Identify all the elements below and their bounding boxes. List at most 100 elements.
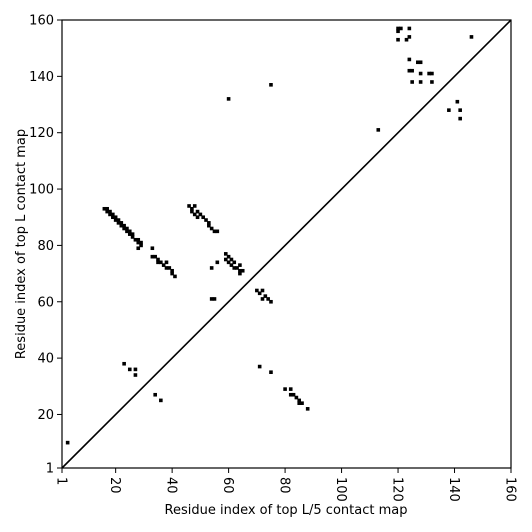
- contact-point: [430, 80, 434, 84]
- contact-point: [226, 260, 231, 265]
- contact-point: [238, 263, 242, 267]
- contact-point: [209, 226, 214, 231]
- contact-point: [229, 257, 234, 262]
- contact-point: [416, 60, 420, 65]
- x-axis-label: Residue index of top L/5 contact map: [165, 503, 408, 518]
- contact-point: [238, 268, 242, 273]
- y-tick-label: 140: [29, 70, 54, 85]
- contact-point: [288, 387, 293, 391]
- contact-point: [418, 80, 423, 84]
- contact-point: [209, 297, 214, 301]
- contact-point: [125, 226, 129, 231]
- contact-point: [116, 218, 121, 222]
- contact-point: [190, 206, 194, 211]
- contact-point: [212, 297, 217, 301]
- contact-point: [215, 260, 220, 265]
- contact-point: [192, 212, 197, 217]
- contact-point: [260, 288, 265, 293]
- contact-point: [127, 232, 132, 236]
- x-tick-label: 100: [333, 477, 348, 502]
- contact-point: [212, 229, 217, 234]
- contact-point: [226, 97, 231, 101]
- x-tick-label: 140: [446, 477, 461, 502]
- contact-point: [201, 215, 205, 220]
- contact-point: [207, 221, 211, 225]
- contact-point: [396, 26, 400, 31]
- plot-frame: [61, 19, 512, 469]
- x-tick-label: 120: [390, 477, 405, 502]
- contact-point: [167, 266, 172, 270]
- contact-point: [130, 232, 135, 236]
- contact-point: [232, 260, 237, 265]
- contact-point: [229, 263, 234, 267]
- contact-point: [469, 35, 474, 39]
- y-tick-label: 100: [29, 183, 54, 198]
- contact-point: [133, 367, 138, 372]
- contact-point: [447, 108, 451, 112]
- contact-point: [195, 209, 200, 214]
- x-tick-label: 60: [220, 477, 235, 494]
- x-tick-label: 1: [54, 477, 69, 485]
- contact-point: [269, 370, 273, 375]
- y-tick-label: 80: [37, 239, 54, 254]
- contact-point: [122, 226, 126, 231]
- contact-point: [215, 229, 220, 234]
- contact-point: [116, 221, 121, 225]
- contact-point: [263, 294, 268, 298]
- contact-point: [164, 260, 169, 265]
- contact-point: [136, 237, 141, 242]
- contact-point: [170, 271, 174, 276]
- contact-point: [195, 215, 200, 220]
- contact-point: [122, 361, 126, 366]
- contact-point: [190, 209, 194, 214]
- contact-point: [187, 204, 191, 208]
- contact-point: [396, 29, 400, 34]
- contact-point: [153, 254, 157, 259]
- contact-point: [266, 297, 270, 301]
- contact-point: [255, 288, 259, 293]
- x-tick-label: 40: [164, 477, 179, 494]
- contact-point: [235, 266, 239, 270]
- contact-point: [125, 229, 129, 234]
- contact-point: [159, 260, 163, 265]
- contact-point: [297, 401, 302, 405]
- contact-point: [269, 83, 273, 87]
- contact-point: [111, 215, 115, 220]
- y-tick-label: 60: [37, 295, 54, 310]
- contact-point: [133, 237, 138, 242]
- contact-point: [113, 218, 118, 222]
- contact-point: [427, 71, 431, 76]
- contact-point: [164, 266, 169, 270]
- x-tick-label: 20: [107, 477, 122, 494]
- y-tick-label: 40: [37, 352, 54, 367]
- contact-point: [105, 209, 109, 214]
- contact-point: [127, 367, 132, 372]
- contact-point: [223, 252, 228, 256]
- contact-point: [404, 37, 409, 42]
- contact-point: [430, 71, 434, 76]
- contact-point: [410, 80, 414, 84]
- diagonal-line: [61, 19, 512, 469]
- y-tick-label: 160: [29, 14, 54, 29]
- contact-point: [260, 297, 265, 301]
- contact-point: [153, 392, 157, 397]
- contact-point: [150, 254, 155, 259]
- contact-point: [173, 274, 177, 279]
- contact-point: [238, 271, 242, 276]
- contact-point: [108, 212, 112, 217]
- contact-point: [257, 364, 262, 369]
- contact-point: [407, 68, 412, 73]
- contact-point: [297, 398, 302, 403]
- contact-point: [159, 398, 163, 403]
- y-tick-label: 120: [29, 126, 54, 141]
- contact-point: [127, 229, 132, 234]
- contact-point: [410, 68, 414, 73]
- contact-point: [305, 407, 310, 411]
- contact-point: [455, 99, 460, 104]
- contact-point: [288, 392, 293, 397]
- contact-point: [418, 60, 423, 65]
- contact-point: [192, 204, 197, 208]
- contact-point: [65, 440, 70, 445]
- contact-point: [396, 37, 400, 42]
